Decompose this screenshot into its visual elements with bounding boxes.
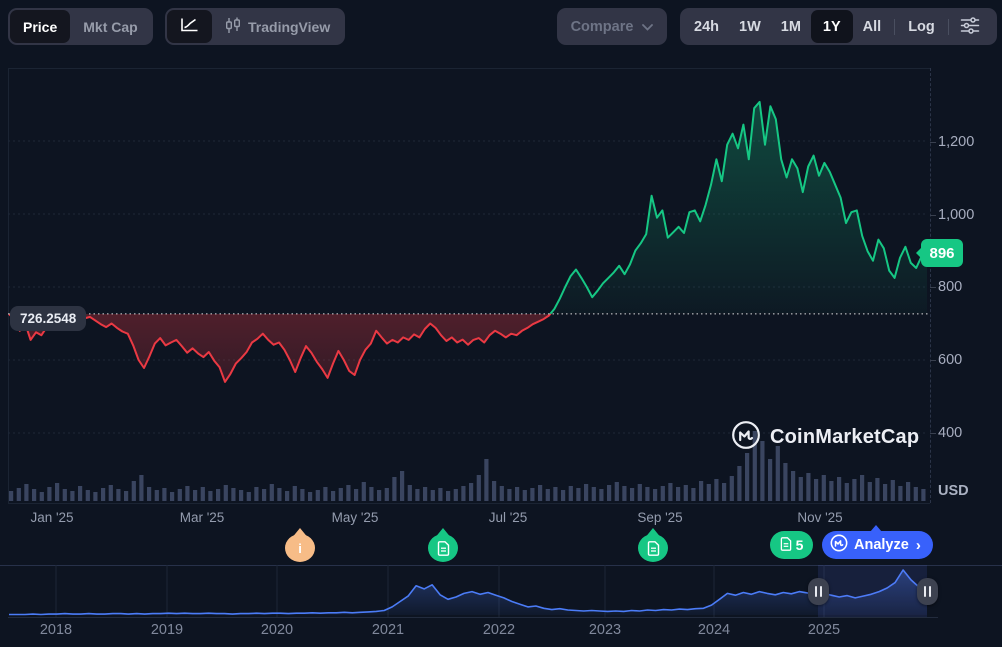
candlestick-icon — [225, 17, 241, 37]
chart-type-toggle: TradingView — [165, 8, 346, 45]
chevron-down-icon — [642, 19, 654, 35]
range-button-all[interactable]: All — [853, 10, 892, 43]
x-axis-label: Mar '25 — [179, 510, 225, 525]
range-handle-right[interactable] — [916, 578, 938, 605]
pin-tip — [644, 528, 662, 539]
tradingview-mode-button[interactable]: TradingView — [212, 10, 343, 43]
minimap-range-chart[interactable] — [8, 565, 930, 617]
x-axis-label: Jan '25 — [30, 510, 74, 525]
coinmarketcap-logo-icon — [731, 420, 761, 455]
document-icon — [638, 534, 668, 562]
y-axis-label: 1,200 — [938, 134, 975, 150]
info-event-marker[interactable]: i — [285, 528, 315, 562]
x-axis-label: Sep '25 — [637, 510, 683, 525]
coinmarketcap-watermark: CoinMarketCap — [731, 420, 919, 455]
sliders-icon — [960, 16, 980, 37]
y-axis-label: 600 — [938, 352, 963, 368]
minimap-year-label: 2021 — [371, 622, 405, 638]
y-axis-unit-label: USD — [938, 483, 969, 499]
range-button-1m[interactable]: 1M — [771, 10, 811, 43]
line-chart-icon — [180, 17, 199, 36]
y-axis-label: 400 — [938, 425, 963, 441]
range-handle-left[interactable] — [807, 578, 829, 605]
coinmarketcap-logo-icon — [830, 534, 848, 556]
divider — [894, 18, 896, 35]
mktcap-tab[interactable]: Mkt Cap — [70, 10, 150, 43]
news-count: 5 — [795, 537, 804, 553]
range-button-1y[interactable]: 1Y — [810, 10, 853, 43]
y-axis-tick — [930, 142, 936, 143]
price-line-chart[interactable] — [8, 68, 930, 503]
y-axis-tick — [930, 287, 936, 288]
compare-button[interactable]: Compare — [557, 8, 667, 45]
price-tab[interactable]: Price — [10, 10, 71, 43]
minimap-year-label: 2025 — [807, 622, 841, 638]
chart-toolbar: Price Mkt Cap TradingView Compare — [0, 0, 1002, 54]
price-mktcap-toggle: Price Mkt Cap — [8, 8, 153, 45]
log-scale-button[interactable]: Log — [898, 10, 945, 43]
minimap-year-label: 2023 — [588, 622, 622, 638]
y-axis-tick — [930, 215, 936, 216]
plot-bottom-border — [8, 503, 930, 504]
compare-label: Compare — [570, 18, 634, 35]
info-icon: i — [285, 534, 315, 562]
news-event-marker-2[interactable] — [638, 528, 668, 562]
y-axis-tick — [930, 433, 936, 434]
chevron-right-icon: › — [915, 536, 921, 554]
pin-tip — [291, 528, 309, 539]
analyze-button[interactable]: Analyze › — [822, 525, 933, 559]
plot-right-border — [930, 68, 931, 503]
x-axis-label: May '25 — [331, 510, 379, 525]
minimap-year-label: 2020 — [260, 622, 294, 638]
range-button-24h[interactable]: 24h — [684, 10, 729, 43]
line-chart-mode-button[interactable] — [167, 10, 212, 43]
plot-top-border — [8, 68, 930, 69]
minimap-bottom-border — [8, 617, 938, 618]
x-axis-label: Nov '25 — [797, 510, 843, 525]
chart-settings-button[interactable] — [952, 10, 988, 43]
minimap-year-label: 2022 — [482, 622, 516, 638]
range-button-1w[interactable]: 1W — [729, 10, 771, 43]
y-axis-tick — [930, 360, 936, 361]
minimap-year-label: 2018 — [39, 622, 73, 638]
plot-left-border — [8, 68, 9, 503]
document-icon — [428, 534, 458, 562]
minimap-year-label: 2024 — [697, 622, 731, 638]
watermark-text: CoinMarketCap — [770, 426, 920, 448]
minimap-year-label: 2019 — [150, 622, 184, 638]
pin-tip — [434, 528, 452, 539]
minimap-top-border — [0, 565, 1002, 566]
range-selector: 24h 1W 1M 1Y All Log — [680, 8, 997, 45]
current-price-badge: 896 — [921, 239, 963, 267]
tradingview-label: TradingView — [248, 18, 331, 35]
news-event-marker-1[interactable] — [428, 528, 458, 562]
document-icon — [780, 536, 792, 554]
baseline-price-label: 726.2548 — [10, 306, 87, 331]
news-count-pill[interactable]: 5 — [770, 531, 813, 559]
y-axis-label: 1,000 — [938, 207, 975, 223]
x-axis-label: Jul '25 — [488, 510, 528, 525]
divider — [947, 18, 949, 35]
analyze-label: Analyze — [854, 537, 909, 553]
y-axis-label: 800 — [938, 279, 963, 295]
